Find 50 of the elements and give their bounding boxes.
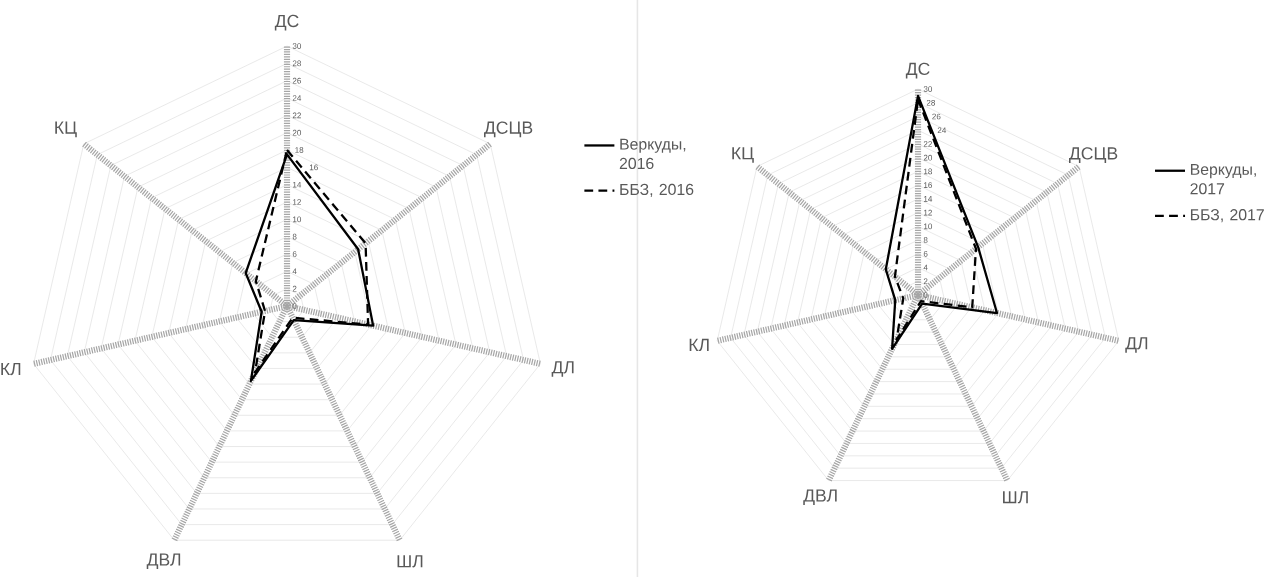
spoke-label: КЦ [732, 147, 754, 163]
y-tick-label: 22 [923, 141, 932, 147]
y-tick-label: 12 [292, 199, 301, 205]
y-tick-label: 30 [923, 86, 933, 92]
y-tick-label: 2 [292, 285, 297, 292]
legend-label: ББЗ, 2016 [620, 183, 694, 197]
y-tick-label: 12 [924, 209, 932, 216]
y-tick-label: 6 [292, 251, 297, 257]
y-tick-label: 10 [924, 223, 933, 230]
y-tick-label: 28 [292, 60, 302, 67]
y-tick-label: 24 [937, 127, 947, 134]
y-tick-label: 26 [932, 113, 941, 120]
y-tick-label: 18 [924, 168, 933, 175]
spoke-label: ШЛ [397, 555, 423, 568]
y-tick-label: 20 [923, 154, 933, 161]
y-tick-label: 2 [923, 278, 928, 285]
y-tick-label: 10 [292, 216, 302, 223]
spoke-label: ДВЛ [803, 489, 837, 506]
y-tick-label: 8 [923, 237, 928, 243]
spoke-label: ДСЦВ [1069, 147, 1118, 163]
spoke-label: КЛ [689, 338, 709, 352]
y-tick-label: 6 [923, 250, 928, 257]
y-tick-label: 16 [924, 182, 933, 189]
y-tick-label: 22 [292, 112, 301, 119]
y-tick-label: 4 [292, 268, 297, 275]
spoke-label: ДС [905, 62, 930, 79]
y-tick-label: 24 [292, 95, 302, 101]
y-tick-label: 4 [923, 264, 928, 271]
spoke-label: ДСЦВ [484, 121, 533, 138]
y-tick-label: 20 [292, 129, 302, 136]
legend-label: Веркуды, 2017 [1190, 163, 1256, 195]
y-tick-label: 30 [292, 43, 302, 49]
spoke-label: ШЛ [1003, 491, 1028, 504]
y-tick-label: 0 [923, 292, 928, 298]
legend-label: ББЗ, 2017 [1190, 209, 1264, 223]
y-tick-label: 14 [924, 196, 933, 202]
spoke-label: ДВЛ [146, 553, 181, 570]
y-tick-label: 18 [295, 147, 304, 153]
spoke-label: ДС [274, 14, 299, 31]
y-tick-label: 28 [926, 99, 936, 106]
spoke-label: КЦ [55, 121, 77, 138]
y-tick-label: 0 [292, 303, 297, 309]
y-tick-label: 16 [309, 164, 318, 171]
spoke-label: ДЛ [551, 361, 574, 377]
y-tick-label: 26 [292, 77, 302, 84]
spoke-label: КЛ [1, 362, 21, 376]
y-tick-label: 8 [292, 233, 297, 240]
legend-label: Веркуды, 2016 [619, 138, 686, 170]
spoke-label: ДЛ [1125, 337, 1148, 353]
y-tick-label: 14 [292, 181, 302, 188]
